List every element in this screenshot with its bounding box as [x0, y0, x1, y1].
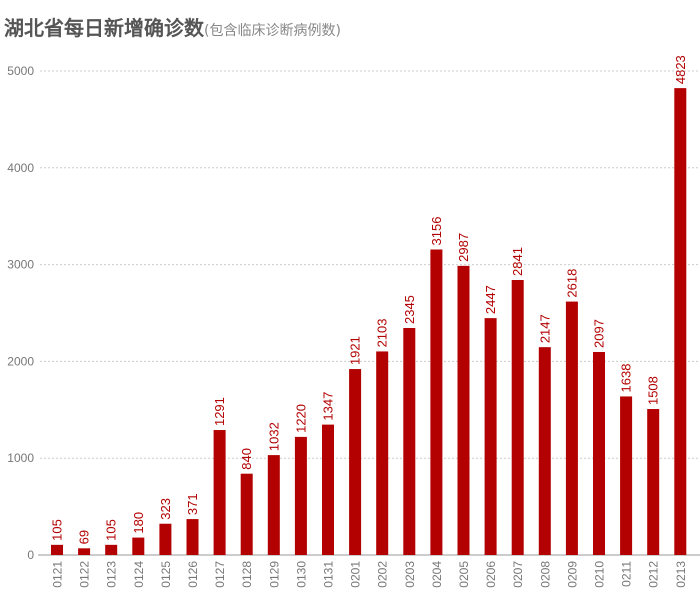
bar: [105, 544, 118, 555]
x-tick-label: 0210: [593, 561, 607, 588]
data-label: 2147: [537, 314, 552, 343]
data-label: 69: [77, 530, 92, 544]
bar: [674, 88, 687, 555]
y-tick-label: 4000: [7, 161, 34, 175]
y-tick-label: 0: [27, 548, 34, 562]
bar: [457, 265, 470, 555]
x-tick-label: 0121: [51, 561, 65, 588]
x-tick-label: 0125: [159, 561, 173, 588]
bar: [430, 249, 443, 555]
x-tick-label: 0206: [484, 561, 498, 588]
bar: [78, 548, 91, 555]
data-label: 1921: [348, 336, 363, 365]
x-tick-label: 0202: [376, 561, 390, 588]
bar: [240, 473, 253, 555]
y-tick-label: 2000: [7, 354, 34, 368]
bar: [538, 347, 551, 555]
data-label: 2987: [456, 233, 471, 262]
data-label: 1032: [266, 422, 281, 451]
bar: [322, 424, 334, 555]
x-tick-label: 0208: [538, 561, 552, 588]
data-label: 2618: [564, 269, 579, 298]
data-label: 2103: [375, 319, 390, 348]
x-tick-label: 0203: [403, 561, 417, 588]
bar: [647, 409, 660, 555]
x-tick-label: 0122: [78, 561, 92, 588]
data-label: 1220: [293, 404, 308, 433]
chart-title-main: 湖北省每日新增确诊数: [4, 16, 204, 40]
y-tick-label: 1000: [7, 451, 34, 465]
x-tick-label: 0130: [294, 561, 308, 588]
data-label: 2097: [592, 319, 607, 348]
data-label: 371: [185, 493, 200, 515]
data-label: 1508: [646, 376, 661, 405]
x-tick-label: 0213: [674, 561, 688, 588]
bar: [484, 318, 497, 555]
bar: [294, 436, 307, 555]
x-tick-label: 0123: [105, 561, 119, 588]
data-label: 4823: [673, 55, 688, 84]
y-tick-label: 3000: [7, 258, 34, 272]
bar: [51, 544, 63, 555]
x-tick-label: 0124: [132, 561, 146, 588]
bar: [159, 523, 172, 555]
data-label: 1347: [321, 392, 336, 421]
chart-title: 湖北省每日新增确诊数(包含临床诊断病例数): [4, 12, 341, 41]
x-tick-label: 0131: [322, 561, 336, 588]
data-label: 105: [50, 519, 65, 541]
bar: [620, 396, 633, 555]
x-tick-label: 0207: [511, 561, 525, 588]
data-label: 2841: [510, 247, 525, 276]
x-tick-label: 0129: [267, 561, 281, 588]
bar: [511, 279, 524, 555]
data-label: 1291: [212, 397, 227, 426]
bar: [132, 537, 145, 555]
data-label: 2447: [483, 285, 498, 314]
x-tick-label: 0209: [565, 561, 579, 588]
x-tick-label: 0211: [620, 561, 634, 587]
data-label: 323: [158, 498, 173, 520]
x-tick-label: 0201: [349, 561, 363, 588]
data-label: 105: [104, 519, 119, 541]
bar: [565, 301, 578, 555]
data-label: 3156: [429, 217, 444, 246]
x-tick-label: 0212: [647, 561, 661, 588]
data-label: 180: [131, 512, 146, 534]
bar: [213, 430, 226, 555]
bar: [403, 328, 416, 555]
chart-subtitle: (包含临床诊断病例数): [204, 23, 341, 39]
x-tick-label: 0127: [213, 561, 227, 588]
x-tick-label: 0128: [240, 561, 254, 588]
bar: [376, 351, 389, 555]
y-tick-label: 5000: [7, 64, 34, 78]
data-label: 1638: [619, 364, 634, 393]
bar: [186, 519, 199, 555]
x-tick-label: 0205: [457, 561, 471, 588]
bar: [593, 352, 605, 555]
bar: [349, 369, 362, 555]
x-tick-label: 0204: [430, 561, 444, 588]
bar: [267, 455, 280, 555]
data-label: 840: [239, 448, 254, 470]
data-label: 2345: [402, 295, 417, 324]
x-tick-label: 0126: [186, 561, 200, 588]
